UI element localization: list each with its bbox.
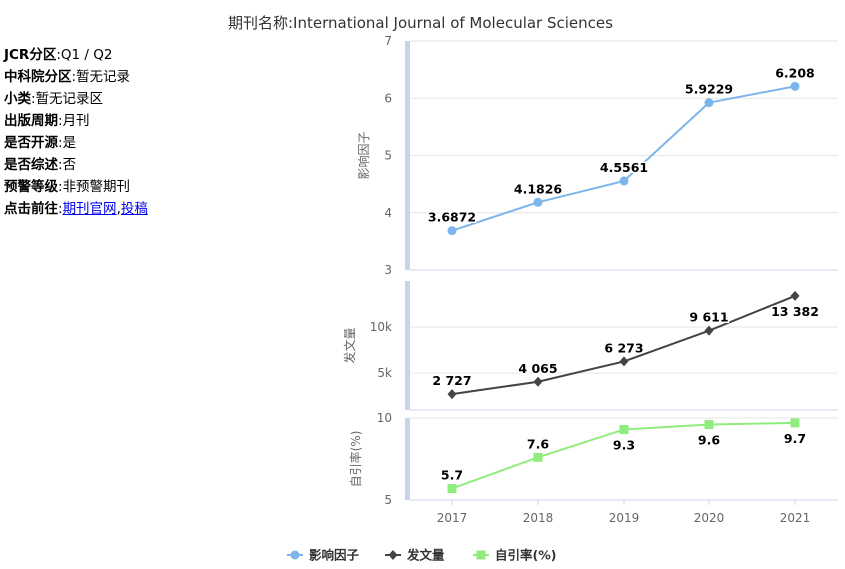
y-axis-title: 影响因子	[356, 131, 371, 179]
wechat-logo-icon	[726, 520, 748, 544]
data-label: 9.7	[784, 431, 806, 446]
info-value: 月刊	[62, 113, 90, 129]
info-row-open-access: 是否开源:是	[4, 135, 77, 151]
data-point	[704, 420, 714, 430]
info-label: JCR分区	[4, 47, 57, 63]
y-tick-label: 3	[384, 263, 392, 277]
data-label: 2 727	[432, 373, 471, 388]
submit-link[interactable]: 投稿	[120, 201, 148, 217]
y-tick-label: 7	[384, 34, 392, 48]
link-separator: ,	[116, 201, 121, 217]
info-value: 否	[62, 157, 77, 173]
y-axis-bar	[405, 418, 410, 500]
legend-marker	[290, 550, 300, 560]
links-label: 点击前往	[4, 201, 58, 217]
y-axis-bar	[405, 41, 410, 270]
data-point	[790, 290, 800, 301]
info-value: Q1 / Q2	[60, 47, 113, 63]
info-label: 是否开源	[4, 135, 58, 151]
y-tick-label: 5	[384, 149, 392, 163]
data-label: 9.6	[698, 433, 720, 448]
data-point	[704, 98, 714, 108]
info-row-warning: 预警等级:非预警期刊	[4, 179, 131, 195]
data-point	[447, 484, 457, 494]
series-line	[451, 85, 796, 232]
info-label: 中科院分区	[4, 69, 72, 85]
data-point	[533, 197, 543, 207]
y-axis-title: 发文量	[342, 327, 357, 363]
y-tick-label: 5	[384, 493, 392, 507]
legend-marker	[476, 550, 486, 560]
legend-label: 影响因子	[309, 548, 360, 563]
legend-label: 发文量	[406, 548, 445, 563]
x-tick-label: 2018	[523, 511, 554, 525]
data-label: 6.208	[775, 65, 815, 80]
data-label: 5.7	[441, 468, 463, 483]
journal-title: 期刊名称:International Journal of Molecular …	[228, 14, 613, 32]
data-label: 13 382	[771, 304, 819, 319]
info-row-links: 点击前往:期刊官网,投稿	[4, 201, 148, 217]
info-label: 是否综述	[4, 157, 58, 173]
y-axis-title: 自引率(%)	[348, 431, 363, 488]
x-tick-label: 2021	[780, 511, 811, 525]
data-label: 3.6872	[428, 210, 476, 225]
data-point	[619, 176, 629, 186]
watermark-text: 科研猫	[752, 524, 801, 543]
y-tick-label: 10	[377, 411, 392, 425]
data-label: 4.5561	[600, 160, 648, 175]
info-row-subclass: 小类:暂无记录区	[4, 91, 104, 107]
data-label: 9.3	[613, 437, 635, 452]
info-value: 非预警期刊	[62, 179, 131, 195]
info-row-jcr: JCR分区:Q1 / Q2	[4, 47, 113, 63]
journal-site-link[interactable]: 期刊官网	[62, 201, 117, 217]
watermark: 科研猫	[726, 518, 826, 546]
data-point	[790, 418, 800, 428]
y-tick-label: 6	[384, 91, 392, 105]
data-point	[704, 325, 714, 336]
data-point	[533, 376, 543, 387]
data-label: 4 065	[518, 361, 557, 376]
x-tick-label: 2017	[437, 511, 468, 525]
data-label: 7.6	[527, 436, 549, 451]
data-label: 5.9229	[685, 82, 733, 97]
y-tick-label: 5k	[377, 366, 392, 380]
data-point	[447, 389, 457, 400]
info-label: 小类	[4, 91, 31, 107]
data-point	[790, 81, 800, 91]
data-point	[619, 424, 629, 434]
info-value: 暂无记录区	[35, 91, 104, 107]
data-label: 4.1826	[514, 181, 563, 196]
y-tick-label: 10k	[370, 320, 392, 334]
info-row-frequency: 出版周期:月刊	[4, 113, 90, 129]
x-tick-label: 2019	[609, 511, 640, 525]
data-point	[533, 452, 543, 462]
legend-label: 自引率(%)	[495, 548, 556, 563]
legend-marker	[388, 550, 398, 560]
data-point	[447, 226, 457, 236]
info-label: 出版周期	[4, 113, 58, 129]
info-row-review: 是否综述:否	[4, 157, 77, 173]
data-point	[619, 356, 629, 367]
info-value: 是	[62, 135, 77, 151]
info-row-cas: 中科院分区:暂无记录	[4, 69, 131, 85]
x-tick-label: 2020	[694, 511, 725, 525]
y-tick-label: 4	[384, 206, 392, 220]
data-label: 9 611	[689, 310, 728, 325]
journal-info-panel: JCR分区:Q1 / Q2 中科院分区:暂无记录 小类:暂无记录区 出版周期:月…	[4, 44, 148, 220]
info-label: 预警等级	[4, 179, 58, 195]
y-axis-bar	[405, 281, 410, 410]
data-label: 6 273	[604, 340, 643, 355]
info-value: 暂无记录	[76, 69, 131, 85]
